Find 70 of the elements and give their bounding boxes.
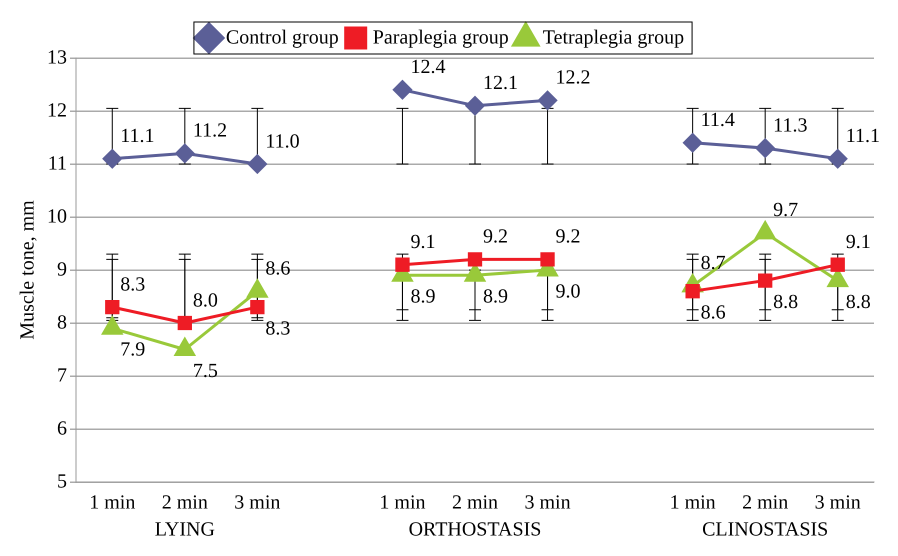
y-tick-label: 6 bbox=[57, 417, 67, 440]
x-tick-label: 3 min bbox=[814, 491, 861, 514]
data-label: 8.6 bbox=[700, 301, 726, 324]
x-tick-label: 3 min bbox=[234, 491, 280, 514]
y-tick-label: 13 bbox=[47, 46, 67, 68]
data-label: 8.3 bbox=[265, 317, 290, 340]
x-tick-label: 1 min bbox=[670, 491, 716, 514]
data-label: 11.1 bbox=[846, 124, 880, 147]
point bbox=[392, 80, 412, 100]
point bbox=[758, 273, 772, 288]
point bbox=[178, 316, 192, 330]
data-label: 8.8 bbox=[773, 290, 798, 313]
y-tick-label: 8 bbox=[57, 311, 67, 334]
data-label: 9.2 bbox=[556, 226, 581, 248]
y-tick-label: 10 bbox=[47, 205, 67, 228]
x-tick-label: 1 min bbox=[89, 491, 136, 514]
point bbox=[540, 252, 555, 267]
x-tick-label: 2 min bbox=[742, 491, 788, 514]
data-label: 11.1 bbox=[120, 124, 155, 147]
data-label: 9.7 bbox=[773, 199, 798, 222]
point bbox=[683, 133, 702, 152]
data-label: 8.8 bbox=[846, 290, 871, 313]
x-tick-label: 2 min bbox=[452, 491, 498, 514]
x-tick-label: 2 min bbox=[162, 491, 208, 514]
point bbox=[468, 252, 482, 267]
data-label: 8.9 bbox=[483, 286, 508, 308]
point bbox=[395, 258, 410, 272]
point bbox=[685, 284, 700, 298]
point bbox=[248, 154, 267, 174]
x-tick-label: 3 min bbox=[524, 491, 571, 514]
data-label: 12.1 bbox=[483, 72, 518, 94]
data-label: 7.5 bbox=[192, 360, 218, 382]
legend-label: Paraplegia group bbox=[372, 26, 509, 48]
data-label: 9.0 bbox=[556, 280, 581, 302]
point bbox=[250, 300, 265, 314]
y-tick-label: 7 bbox=[57, 364, 67, 386]
x-tick-label: 1 min bbox=[379, 491, 426, 514]
y-tick-label: 12 bbox=[47, 99, 67, 122]
point bbox=[538, 90, 558, 110]
data-label: 9.1 bbox=[410, 230, 436, 253]
text: CLINOSTASIS bbox=[702, 518, 828, 540]
legend-label: Tetraplegia group bbox=[542, 26, 684, 48]
data-label: 11.3 bbox=[773, 114, 808, 136]
data-label: 8.9 bbox=[410, 286, 436, 308]
data-label: 11.2 bbox=[192, 120, 228, 142]
point bbox=[102, 149, 122, 168]
data-label: 8.3 bbox=[120, 273, 146, 296]
data-label: 12.2 bbox=[556, 66, 591, 89]
legend-label: Control group bbox=[226, 26, 339, 48]
data-label: 8.0 bbox=[192, 289, 218, 312]
data-label: 11.0 bbox=[265, 130, 300, 152]
text: LYING bbox=[154, 518, 215, 540]
data-label: 9.1 bbox=[846, 230, 871, 253]
data-label: 11.4 bbox=[700, 109, 735, 132]
data-label: 8.6 bbox=[265, 257, 290, 280]
data-label: 12.4 bbox=[410, 56, 446, 78]
data-label: 9.2 bbox=[483, 226, 508, 248]
data-label: 7.9 bbox=[120, 338, 146, 361]
point bbox=[175, 144, 194, 163]
y-tick-label: 9 bbox=[57, 258, 67, 280]
point bbox=[756, 138, 775, 158]
point bbox=[830, 258, 845, 272]
text: ORTHOSTASIS bbox=[408, 518, 542, 540]
y-axis-title: Muscle tone, mm bbox=[16, 200, 38, 340]
point bbox=[105, 300, 120, 314]
y-tick-label: 5 bbox=[57, 470, 67, 492]
point bbox=[466, 96, 484, 116]
y-tick-label: 11 bbox=[48, 152, 67, 174]
data-label: 8.7 bbox=[700, 252, 726, 274]
point bbox=[828, 149, 848, 168]
